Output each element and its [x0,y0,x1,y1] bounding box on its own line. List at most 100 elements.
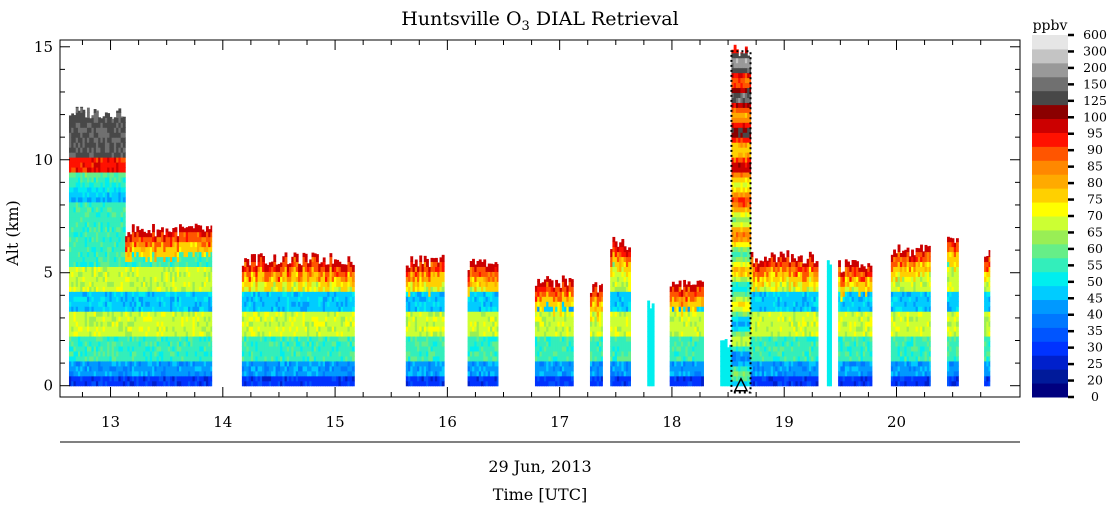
heatmap-cell [120,191,124,198]
heatmap-cell [120,241,124,248]
heatmap-cell [293,331,297,337]
heatmap-cell [492,311,496,317]
heatmap-cell [107,286,111,292]
heatmap-cell [548,360,552,367]
heatmap-cell [100,335,104,342]
heatmap-cell [138,365,142,372]
heatmap-cell [253,311,256,317]
heatmap-cell [302,380,306,387]
heatmap-cell [259,311,263,317]
heatmap-cell [327,311,331,317]
heatmap-cell [91,246,95,253]
heatmap-cell [188,316,191,322]
heatmap-cell [199,281,203,287]
heatmap-cell [546,370,550,377]
heatmap-cell [257,256,261,263]
heatmap-cell [118,256,122,263]
heatmap-cell [349,286,353,292]
heatmap-cell [244,296,247,302]
heatmap-cell [109,132,113,138]
heatmap-cell [282,345,286,352]
heatmap-cell [84,241,88,248]
heatmap-cell [347,256,351,263]
heatmap-cell [259,380,263,387]
heatmap-cell [116,127,119,133]
heatmap-cell [158,340,162,347]
heatmap-cell [196,380,200,387]
heatmap-cell [320,306,324,312]
heatmap-cell [84,117,88,123]
heatmap-cell [539,283,543,287]
heatmap-cell [205,365,209,372]
heatmap-cell [496,360,499,367]
heatmap-cell [550,380,554,387]
heatmap-cell [307,286,310,292]
heatmap-cell [300,360,304,367]
heatmap-cell [102,365,106,372]
heatmap-cell [548,286,552,292]
heatmap-cell [327,380,331,387]
heatmap-cell [143,355,146,362]
heatmap-cell [435,296,438,302]
heatmap-cell [170,281,173,287]
heatmap-cell [307,345,310,352]
heatmap-cell [210,296,213,302]
heatmap-cell [300,266,304,272]
heatmap-cell [131,316,135,322]
heatmap-cell [340,271,344,277]
heatmap-cell [196,241,200,248]
heatmap-cell [417,380,420,387]
heatmap-cell [199,380,203,387]
heatmap-cell [555,291,559,297]
heatmap-cell [199,225,203,228]
heatmap-cell [255,350,259,357]
heatmap-cell [419,360,423,367]
heatmap-cell [241,345,245,352]
heatmap-cell [284,360,288,367]
heatmap-cell [439,276,443,282]
heatmap-cell [210,335,213,342]
heatmap-cell [426,281,429,287]
heatmap-cell [147,271,151,277]
heatmap-cell [170,266,173,272]
heatmap-cell [201,311,205,317]
heatmap-cell [172,251,176,258]
heatmap-cell [469,365,473,372]
heatmap-cell [271,271,274,277]
heatmap-cell [439,301,443,307]
heatmap-cell [291,301,295,307]
heatmap-cell [324,296,328,302]
heatmap-cell [188,276,191,282]
heatmap-cell [68,360,72,367]
heatmap-cell [268,365,272,372]
heatmap-cell [138,306,142,312]
heatmap-cell [539,345,543,352]
heatmap-cell [537,306,541,312]
heatmap-cell [467,365,471,372]
heatmap-cell [496,355,499,362]
heatmap-cell [100,286,104,292]
heatmap-cell [349,271,353,277]
heatmap-cell [534,306,538,312]
heatmap-cell [95,152,99,158]
heatmap-cell [199,365,203,372]
heatmap-cell [98,226,102,233]
heatmap-cell [481,281,484,287]
heatmap-cell [329,316,333,322]
heatmap-cell [329,256,333,263]
heatmap-cell [113,350,117,357]
heatmap-cell [320,375,324,382]
heatmap-cell [165,350,169,357]
heatmap-cell [93,142,97,148]
heatmap-cell [469,335,473,342]
heatmap-cell [313,266,317,272]
heatmap-cell [95,221,99,228]
heatmap-cell [75,360,79,367]
heatmap-cell [102,370,106,377]
heatmap-cell [467,331,471,337]
heatmap-cell [82,186,86,193]
heatmap-cell [241,331,245,337]
heatmap-cell [273,331,277,337]
heatmap-cell [552,321,556,327]
heatmap-cell [327,335,331,342]
